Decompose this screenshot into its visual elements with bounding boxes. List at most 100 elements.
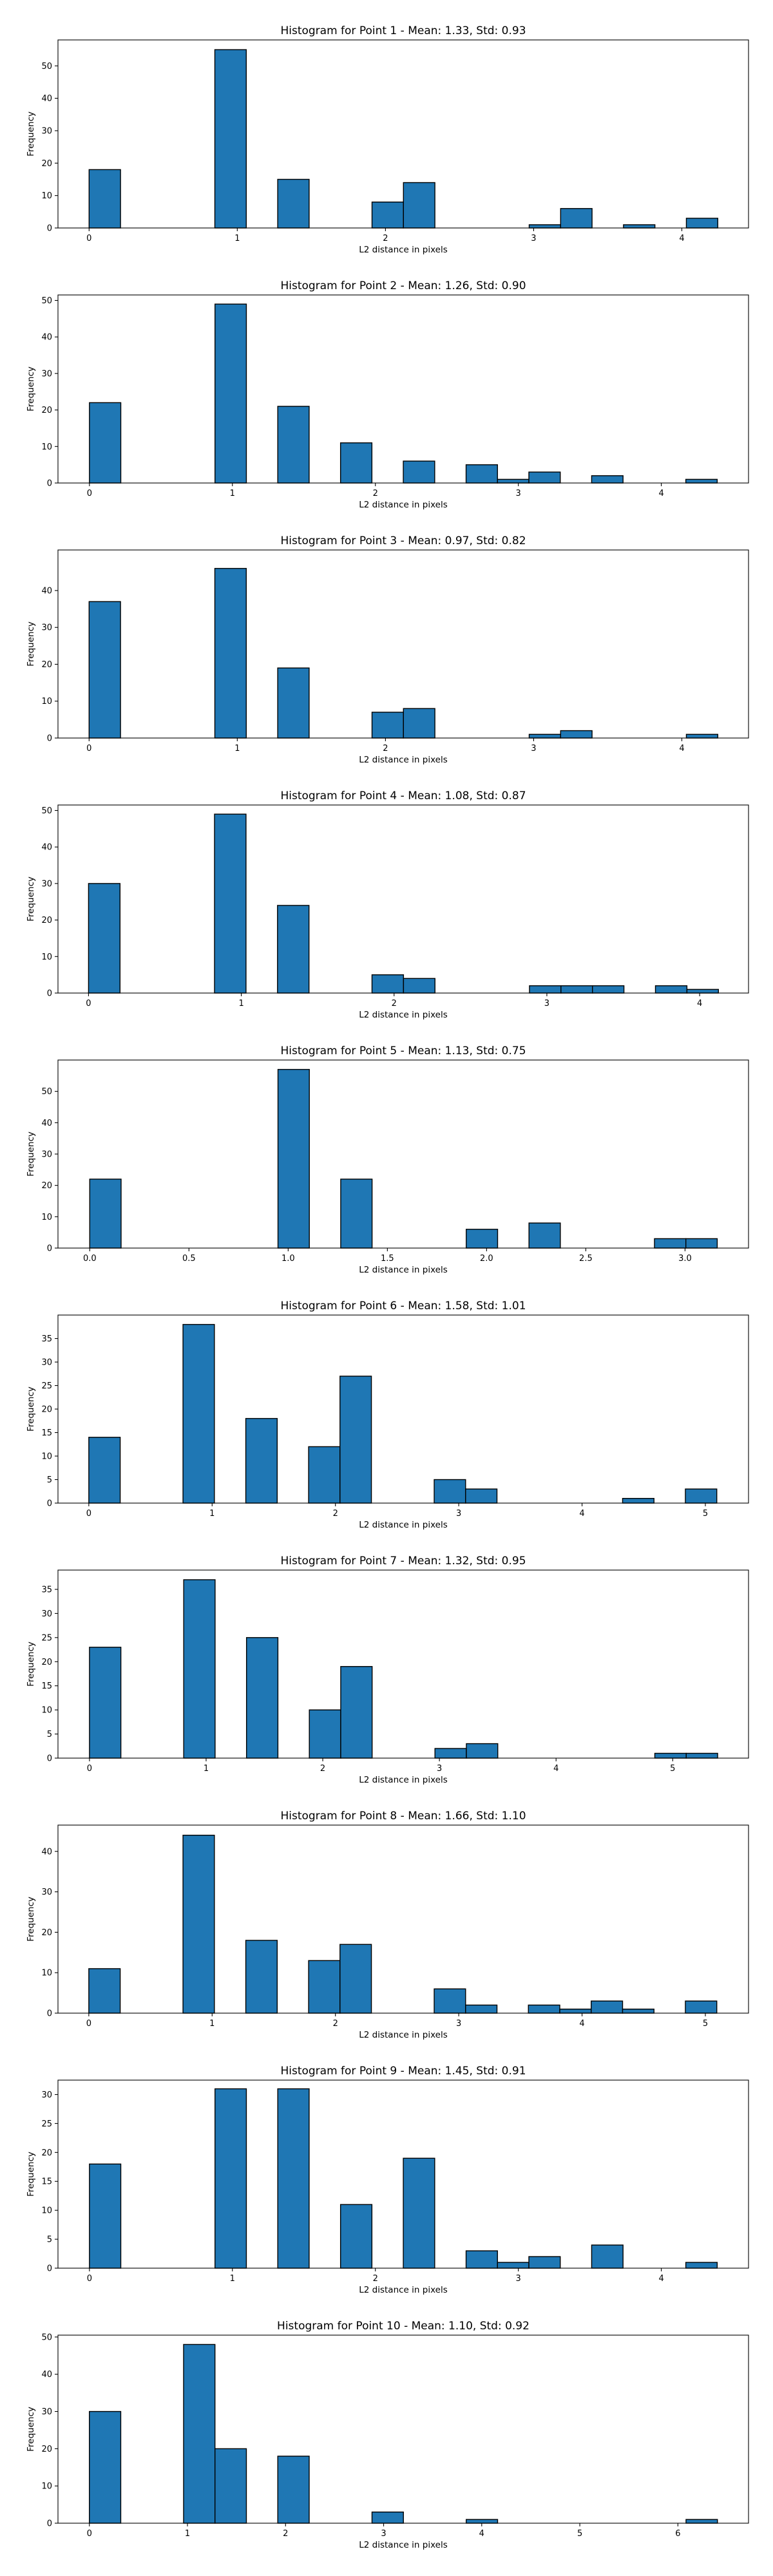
x-tick-label: 0 <box>86 234 91 243</box>
histogram-bar <box>182 1323 215 1504</box>
x-tick-label: 3 <box>516 2274 521 2284</box>
y-axis-label: Frequency <box>26 1897 36 1942</box>
y-tick-label: 20 <box>41 660 52 670</box>
x-axis-label: L2 distance in pixels <box>359 1775 447 1785</box>
y-tick-label: 10 <box>41 1969 52 1978</box>
histogram-chart: Histogram for Point 1 - Mean: 1.33, Std:… <box>26 24 749 255</box>
y-tick-label: 25 <box>41 1381 52 1391</box>
x-tick-label: 2 <box>320 1764 325 1774</box>
y-tick-label: 40 <box>41 843 52 853</box>
histogram-bar <box>308 1446 341 1504</box>
x-tick-label: 0 <box>87 489 92 498</box>
histogram-bar <box>591 475 624 484</box>
y-tick-label: 25 <box>41 1633 52 1643</box>
histogram-bar <box>434 1988 466 2014</box>
x-tick-label: 0 <box>87 1764 92 1774</box>
histogram-bar <box>434 1748 467 1759</box>
y-tick-label: 30 <box>41 1150 52 1160</box>
y-tick-label: 0 <box>47 479 52 489</box>
y-tick-label: 40 <box>41 1847 52 1857</box>
y-tick-label: 30 <box>41 126 52 136</box>
histogram-bar <box>685 2000 718 2014</box>
histogram-bar <box>339 1376 372 1504</box>
y-tick-label: 30 <box>41 2090 52 2100</box>
histogram-chart: Histogram for Point 5 - Mean: 1.13, Std:… <box>26 1045 749 1275</box>
chart-title: Histogram for Point 8 - Mean: 1.66, Std:… <box>280 1810 526 1823</box>
plot-frame <box>57 2334 749 2524</box>
x-tick-label: 2 <box>392 999 397 1009</box>
plot-frame <box>57 1059 749 1249</box>
y-tick-label: 30 <box>41 879 52 889</box>
x-tick-label: 2 <box>383 234 388 243</box>
histogram-bar <box>591 2000 624 2014</box>
y-tick-label: 0 <box>47 1244 52 1254</box>
histogram-bar <box>528 2004 560 2014</box>
x-tick-label: 2.0 <box>480 1254 493 1264</box>
chart-panel: Histogram for Point 10 - Mean: 1.10, Std… <box>0 2295 773 2550</box>
chart-title: Histogram for Point 10 - Mean: 1.10, Std… <box>277 2320 530 2333</box>
chart-title: Histogram for Point 9 - Mean: 1.45, Std:… <box>280 2065 526 2078</box>
histogram-bar <box>622 2009 654 2014</box>
x-axis-label: L2 distance in pixels <box>359 2540 447 2550</box>
histogram-bar <box>465 2250 498 2269</box>
histogram-bar <box>277 178 310 229</box>
chart-panel: Histogram for Point 8 - Mean: 1.66, Std:… <box>0 1785 773 2040</box>
histogram-bar <box>88 883 121 994</box>
histogram-bar <box>371 974 405 994</box>
x-axis-label: L2 distance in pixels <box>359 1265 447 1275</box>
histogram-bar <box>528 1222 561 1249</box>
y-axis-label: Frequency <box>26 876 36 922</box>
histogram-bar <box>528 471 561 484</box>
x-tick-label: 3 <box>381 2529 386 2539</box>
histogram-bar <box>403 2157 435 2269</box>
histogram-chart: Histogram for Point 4 - Mean: 1.08, Std:… <box>26 790 749 1020</box>
y-tick-label: 5 <box>47 2235 52 2245</box>
histogram-bar <box>89 2410 122 2524</box>
histogram-bar <box>403 978 435 994</box>
x-tick-label: 3 <box>456 1509 461 1519</box>
histogram-bar <box>277 667 310 739</box>
x-tick-label: 1.0 <box>282 1254 295 1264</box>
x-axis-label: L2 distance in pixels <box>359 1010 447 1020</box>
x-tick-label: 0 <box>87 2274 92 2284</box>
y-tick-label: 10 <box>41 1213 52 1222</box>
y-tick-label: 30 <box>41 369 52 379</box>
chart-panel: Histogram for Point 5 - Mean: 1.13, Std:… <box>0 1020 773 1275</box>
x-tick-label: 1 <box>209 2019 215 2029</box>
y-axis-label: Frequency <box>26 111 36 156</box>
histogram-chart: Histogram for Point 8 - Mean: 1.66, Std:… <box>26 1810 749 2040</box>
histogram-bar <box>528 2256 561 2269</box>
y-tick-label: 20 <box>41 1405 52 1415</box>
histogram-bar <box>339 1944 372 2014</box>
x-tick-label: 3 <box>456 2019 461 2029</box>
histogram-bar <box>340 1179 373 1249</box>
y-tick-label: 30 <box>41 623 52 633</box>
y-tick-label: 15 <box>41 1681 52 1691</box>
x-tick-label: 3.0 <box>678 1254 692 1264</box>
x-tick-label: 0 <box>86 744 91 753</box>
y-axis-label: Frequency <box>26 2407 36 2452</box>
y-tick-label: 10 <box>41 191 52 201</box>
chart-title: Histogram for Point 2 - Mean: 1.26, Std:… <box>280 279 526 292</box>
y-tick-label: 20 <box>41 1658 52 1667</box>
histogram-bar <box>371 712 404 739</box>
y-tick-label: 50 <box>41 296 52 306</box>
x-tick-label: 2.5 <box>579 1254 593 1264</box>
y-tick-label: 10 <box>41 2206 52 2216</box>
y-tick-label: 0 <box>47 224 52 234</box>
histogram-bar <box>215 2448 247 2524</box>
y-tick-label: 30 <box>41 1609 52 1619</box>
plot-frame <box>57 39 749 229</box>
y-tick-label: 0 <box>47 1754 52 1764</box>
x-tick-label: 1.5 <box>381 1254 394 1264</box>
histogram-bar <box>277 2456 310 2524</box>
histogram-bar <box>339 2204 373 2269</box>
x-tick-label: 3 <box>437 1764 442 1774</box>
y-axis-label: Frequency <box>26 1132 36 1177</box>
histogram-bar <box>89 2163 122 2269</box>
y-axis-label: Frequency <box>26 366 36 412</box>
histogram-bar <box>215 303 247 484</box>
x-tick-label: 4 <box>679 744 684 753</box>
x-tick-label: 0.0 <box>83 1254 97 1264</box>
